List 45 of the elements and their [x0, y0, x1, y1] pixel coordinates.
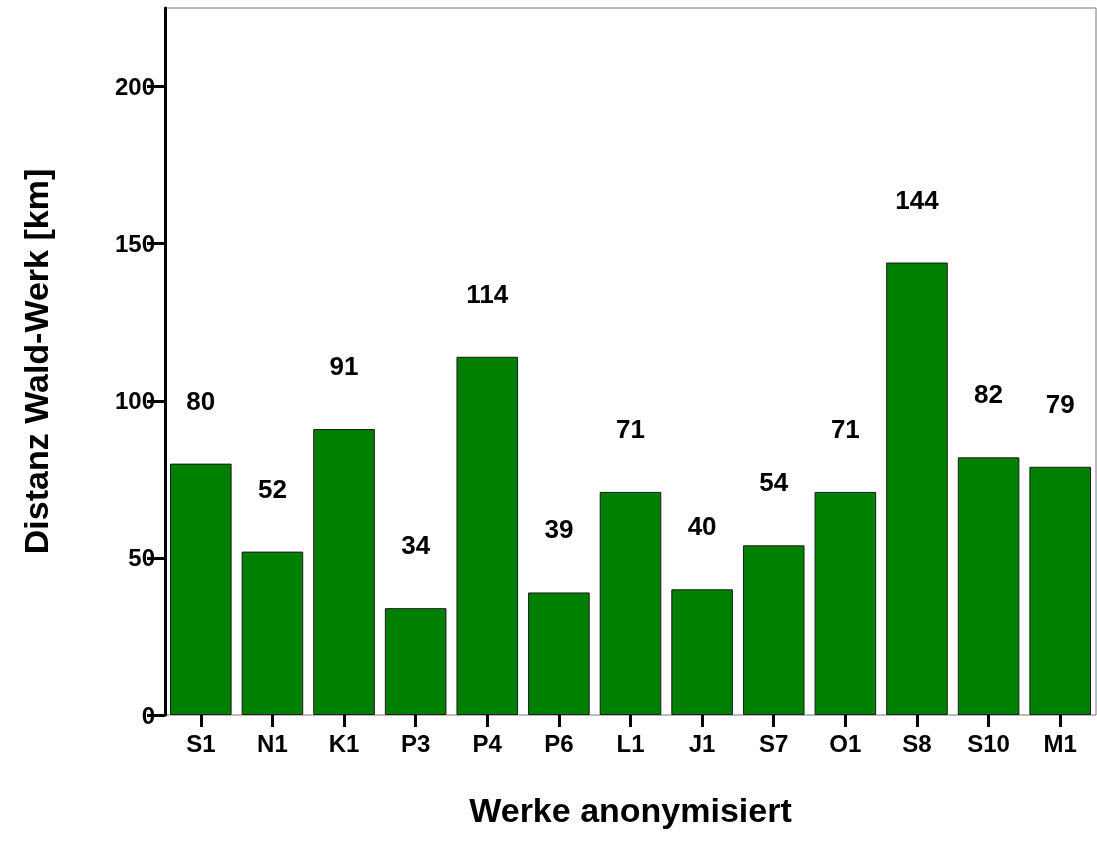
data-label: 71: [616, 413, 645, 444]
data-label: 52: [257, 473, 287, 504]
x-tick-label: P4: [472, 729, 503, 757]
x-tick-label: L1: [616, 729, 645, 757]
bar: [671, 589, 733, 715]
y-tick-label: 150: [114, 230, 155, 258]
bar: [1029, 466, 1091, 715]
data-label: 54: [759, 467, 789, 498]
x-axis-title: Werke anonymisiert: [469, 791, 792, 829]
data-label: 34: [401, 530, 431, 561]
x-tick-label: O1: [829, 729, 862, 757]
y-axis-title: Distanz Wald-Werk [km]: [17, 168, 55, 555]
x-tick-label: P3: [400, 729, 431, 757]
data-label: 144: [895, 184, 940, 215]
bar: [528, 592, 590, 715]
data-label: 40: [687, 511, 717, 542]
bar: [170, 463, 232, 715]
x-tick-label: M1: [1043, 729, 1077, 757]
data-label: 39: [544, 514, 574, 545]
bar: [384, 608, 447, 715]
bar: [742, 545, 805, 715]
x-tick-label: N1: [257, 729, 288, 757]
x-tick-label: S7: [759, 729, 789, 757]
data-label: 79: [1045, 388, 1075, 419]
x-tick-label: S1: [186, 729, 216, 757]
y-tick-label: 50: [128, 544, 155, 572]
bar: [814, 491, 877, 715]
x-tick-label: K1: [328, 729, 360, 757]
bar: [456, 356, 519, 715]
x-tick-label: S8: [902, 729, 932, 757]
bar: [957, 457, 1020, 715]
bar: [241, 551, 304, 715]
y-tick-label: 200: [114, 73, 155, 101]
x-tick-label: S10: [967, 729, 1010, 757]
data-label: 91: [329, 351, 359, 382]
bar: [599, 491, 662, 715]
x-tick-label: P6: [544, 729, 574, 757]
data-label: 71: [830, 413, 860, 444]
bar: [313, 429, 375, 715]
bar: [886, 262, 948, 715]
y-tick-label: 100: [114, 387, 155, 415]
x-tick-label: J1: [688, 729, 716, 757]
data-label: 114: [466, 278, 509, 309]
data-label: 82: [974, 379, 1004, 410]
data-label: 80: [186, 385, 216, 416]
